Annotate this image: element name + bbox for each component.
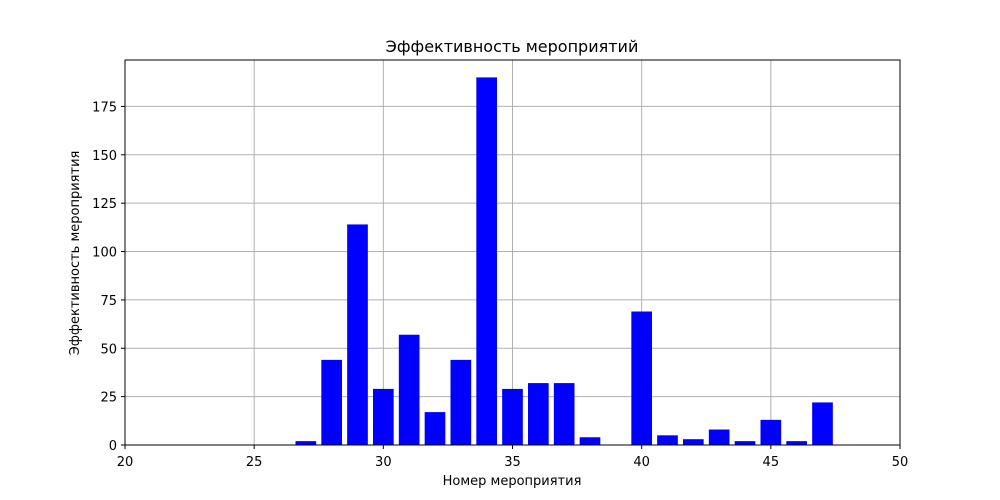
bar — [476, 77, 497, 446]
x-tick-label: 50 — [892, 455, 909, 470]
x-tick-label: 40 — [633, 455, 650, 470]
grid-lines — [124, 60, 901, 446]
bar — [812, 402, 833, 445]
x-tick-label: 30 — [375, 455, 392, 470]
bar — [450, 359, 472, 445]
y-tick-label: 125 — [92, 197, 117, 212]
x-tick-label: 35 — [504, 455, 521, 470]
bar — [708, 429, 730, 445]
x-tick-label: 20 — [117, 455, 134, 470]
bars — [295, 77, 833, 446]
bar — [553, 383, 575, 445]
bar — [295, 441, 317, 445]
bar — [579, 437, 601, 445]
bar — [631, 311, 652, 445]
bar — [657, 435, 678, 445]
y-tick-label: 50 — [100, 342, 117, 357]
y-axis-label: Эффективность мероприятия — [68, 151, 83, 356]
y-tick-label: 25 — [100, 391, 117, 406]
bar — [734, 441, 756, 445]
bar — [528, 383, 549, 445]
bar — [786, 441, 807, 445]
y-tick-label: 75 — [100, 294, 117, 309]
x-tick-label: 45 — [763, 455, 780, 470]
bar — [760, 419, 782, 445]
bar — [502, 388, 523, 445]
y-axis-ticks: 0 25 50 75 100 125 150 175 — [92, 100, 125, 454]
x-axis-label: Номер мероприятия — [443, 474, 582, 489]
bar — [373, 388, 394, 445]
y-tick-label: 0 — [109, 439, 117, 454]
bar — [321, 359, 342, 445]
y-tick-label: 175 — [92, 100, 117, 115]
x-axis-ticks: 20 25 30 35 40 45 50 — [117, 445, 909, 470]
bar — [683, 439, 704, 445]
bar — [347, 224, 368, 445]
y-tick-label: 150 — [92, 149, 117, 164]
bar — [424, 412, 446, 445]
bar — [398, 334, 420, 445]
chart-title: Эффективность мероприятий — [386, 37, 639, 56]
x-tick-label: 25 — [246, 455, 263, 470]
y-tick-label: 100 — [92, 246, 117, 261]
